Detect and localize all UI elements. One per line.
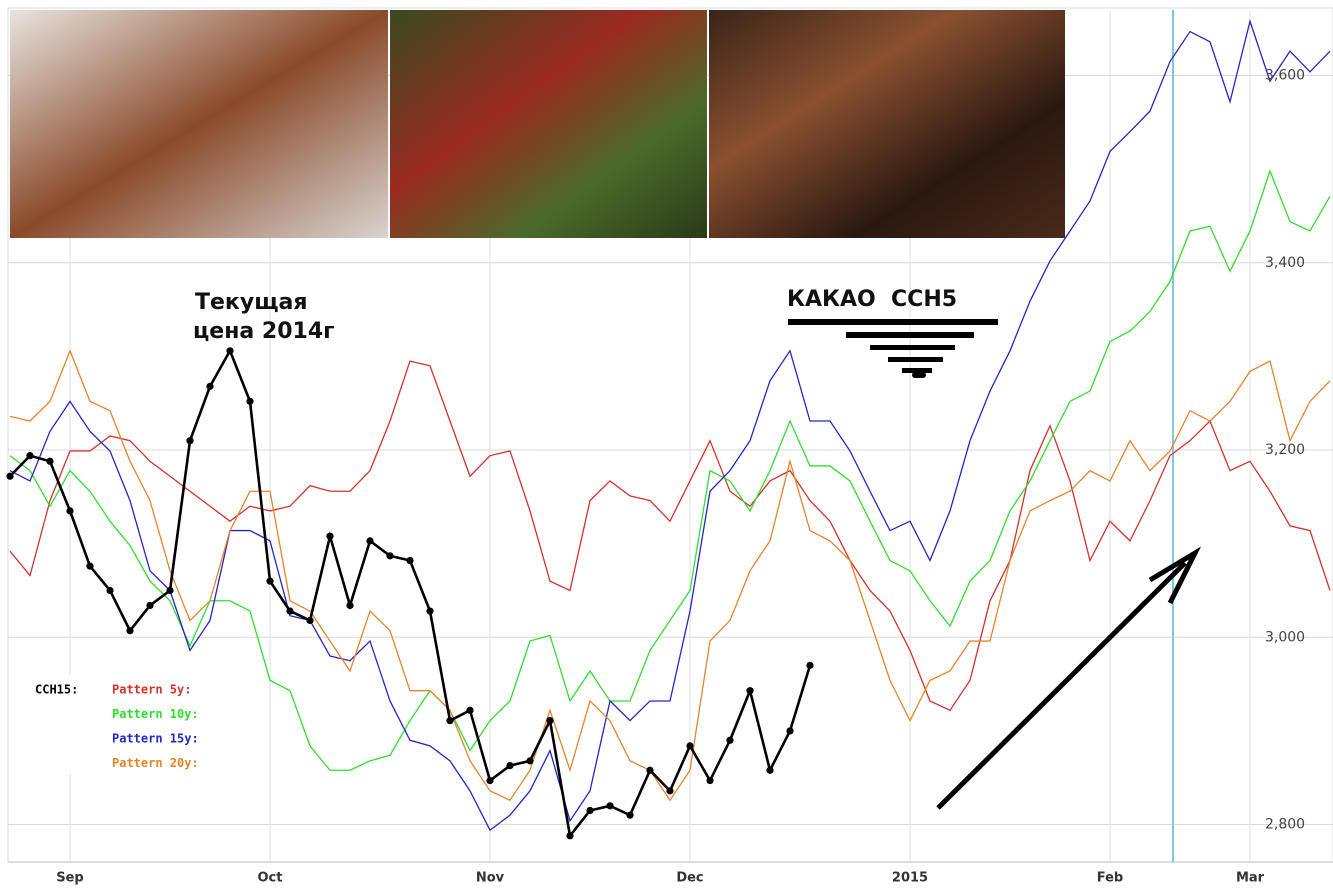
legend-box <box>28 675 233 775</box>
point <box>146 601 154 610</box>
point <box>746 687 754 695</box>
legend-label: Pattern 10y: <box>112 707 199 721</box>
point <box>246 397 254 405</box>
photo-chocolate-beans <box>709 10 1065 238</box>
annotation: Текущая <box>195 290 308 315</box>
point <box>306 616 314 625</box>
point <box>526 757 534 765</box>
legend-label: CCH15: <box>35 683 78 697</box>
arrow <box>936 546 1202 810</box>
x-tick-label: 2015 <box>892 871 928 886</box>
point <box>646 766 654 774</box>
x-tick-label: Sep <box>56 871 84 886</box>
x-tick-label: Mar <box>1236 871 1265 886</box>
point <box>66 507 74 515</box>
legend-label: Pattern 5y: <box>112 683 191 697</box>
point <box>426 607 434 615</box>
x-tick-label: Nov <box>476 871 505 886</box>
point <box>706 776 714 785</box>
point <box>626 811 634 819</box>
point <box>586 806 594 815</box>
point <box>106 586 114 595</box>
point <box>666 787 674 795</box>
title-decoration <box>788 319 998 378</box>
point <box>466 706 474 714</box>
point <box>6 472 14 480</box>
point <box>806 661 814 669</box>
y-tick-label: 3,000 <box>1265 629 1305 645</box>
point <box>726 736 734 744</box>
point <box>186 437 194 445</box>
point <box>26 452 34 460</box>
point <box>546 717 554 725</box>
series-line <box>9 169 1331 771</box>
point <box>386 552 394 560</box>
point <box>126 627 134 635</box>
point <box>286 607 294 615</box>
point <box>346 601 354 610</box>
point <box>166 586 174 595</box>
point <box>606 802 614 810</box>
legend-label: Pattern 20y: <box>112 756 199 770</box>
series-line <box>9 349 1331 802</box>
point <box>566 832 574 840</box>
point <box>86 562 94 570</box>
point <box>446 717 454 725</box>
photo-cocoa-pods <box>390 10 707 238</box>
annotation: КАКАО CCH5 <box>787 287 957 312</box>
point <box>226 347 234 355</box>
x-tick-label: Oct <box>258 871 283 886</box>
point <box>266 577 274 585</box>
point <box>486 776 494 785</box>
point <box>686 742 694 750</box>
point <box>206 382 214 390</box>
y-tick-label: 3,600 <box>1265 68 1305 84</box>
point <box>46 457 54 465</box>
y-tick-label: 3,200 <box>1265 442 1305 458</box>
point <box>366 537 374 545</box>
point <box>786 727 794 735</box>
legend-label: Pattern 15y: <box>112 732 199 746</box>
point <box>406 556 414 565</box>
point <box>326 532 334 540</box>
series-line <box>9 360 1331 712</box>
y-tick-label: 2,800 <box>1265 817 1305 833</box>
x-tick-label: Feb <box>1097 871 1123 886</box>
series-layer <box>6 18 1331 840</box>
y-tick-label: 3,400 <box>1265 255 1305 271</box>
point <box>766 766 774 774</box>
x-tick-label: Dec <box>676 871 703 886</box>
point <box>506 761 514 770</box>
photo-cocoa-powder <box>10 10 388 238</box>
annotation: цена 2014г <box>193 319 335 344</box>
